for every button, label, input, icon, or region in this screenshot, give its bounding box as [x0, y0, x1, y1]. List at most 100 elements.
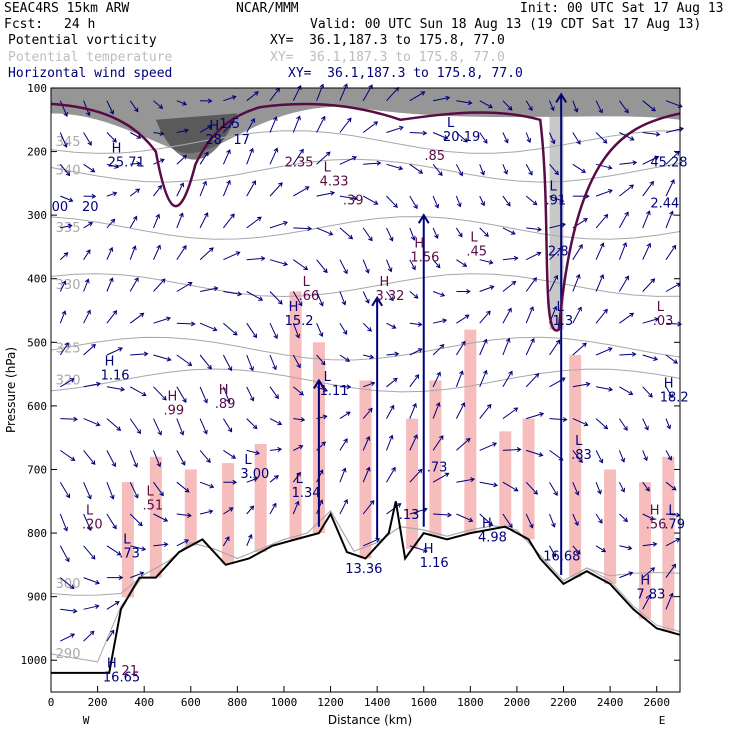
wind-vector-194	[339, 354, 351, 362]
wind-vector-11	[60, 449, 76, 461]
wind-vector-322	[549, 339, 561, 356]
extremum-marker-35: H	[664, 377, 674, 392]
extremum-value-41: 45.28	[650, 155, 687, 170]
wind-vector-221	[386, 291, 394, 302]
wind-vector-100	[200, 98, 213, 104]
wind-vector-329	[572, 100, 579, 113]
wind-vector-222	[386, 322, 397, 329]
extremum-value-6: 2.35	[285, 155, 314, 170]
wind-vector-40	[106, 218, 116, 229]
wind-vector-47	[106, 450, 116, 468]
wind-vector-61	[129, 312, 145, 324]
wind-vector-112	[199, 481, 215, 489]
extremum-value-23: .20	[82, 518, 103, 533]
wind-vector-398	[665, 282, 681, 292]
wind-vector-71	[153, 131, 165, 136]
tropopause-fold-shading	[549, 94, 564, 330]
wind-vector-153	[269, 386, 279, 400]
wind-vector-225	[386, 404, 395, 419]
wind-vector-373	[619, 545, 633, 551]
wind-vector-2	[59, 163, 71, 177]
extremum-value-31: .83	[571, 448, 592, 463]
extremum-value-10: .85	[424, 149, 445, 164]
theta-contour-330	[50, 273, 681, 298]
wind-vector-15	[59, 577, 75, 590]
wind-vector-403	[665, 450, 672, 461]
pv-shading-layer	[51, 88, 680, 632]
wind-vector-366	[619, 312, 635, 324]
wind-vector-190	[339, 227, 354, 240]
wind-vector-123	[222, 386, 231, 404]
extremum-value-9: 20.19	[443, 130, 480, 145]
wind-vector-397	[665, 244, 677, 260]
wind-vector-291	[502, 255, 519, 261]
field-name-theta: Potential temperature	[8, 50, 173, 65]
wind-vector-376	[642, 131, 661, 137]
wind-vector-338	[572, 381, 591, 388]
wind-vector-267	[455, 370, 464, 387]
wind-vector-152	[269, 354, 277, 371]
wind-vector-368	[619, 386, 634, 395]
wind-vector-57	[129, 188, 141, 197]
wind-vector-13	[59, 513, 68, 532]
wind-vector-169	[293, 445, 304, 451]
wind-vector-391	[642, 594, 652, 610]
theta-contour-325	[50, 336, 681, 361]
wind-vector-305	[525, 251, 542, 261]
wind-vector-374	[619, 571, 634, 579]
y-tick-label-6: 700	[27, 463, 47, 476]
extremum-value-30: 16.68	[543, 549, 580, 564]
forecast-hours: 24 h	[64, 17, 96, 32]
wind-vector-400	[665, 354, 678, 364]
wind-vector-202	[363, 160, 382, 166]
wind-vector-277	[479, 259, 494, 265]
wind-vector-295	[502, 370, 513, 388]
wind-vector-377	[642, 155, 660, 165]
wind-vector-73	[153, 184, 163, 197]
wind-vector-42	[106, 277, 114, 292]
extremum-value-24: .73	[119, 546, 140, 561]
wind-vector-258	[456, 100, 473, 106]
wind-vector-14	[59, 545, 70, 563]
wind-vector-29	[83, 450, 96, 466]
wind-vector-155	[269, 447, 283, 452]
wind-vector-134	[246, 256, 266, 262]
wind-vector-335	[572, 273, 581, 292]
wind-vector-24	[83, 278, 90, 292]
wind-vector-84	[153, 542, 169, 547]
wind-vector-367	[619, 351, 637, 357]
wind-vector-125	[223, 449, 237, 459]
field-name-pv: Potential vorticity	[8, 33, 157, 48]
theta-label-345: 345	[56, 135, 81, 150]
extremum-marker-33: H	[650, 504, 660, 519]
wind-vector-38	[106, 163, 120, 169]
wind-vector-130	[246, 117, 255, 133]
wind-vector-44	[106, 347, 123, 356]
wind-vector-280	[479, 338, 488, 356]
wind-vector-342	[572, 513, 579, 527]
wind-vector-211	[362, 435, 371, 451]
extremum-value-15: 15.2	[285, 314, 314, 329]
wind-vector-138	[246, 386, 255, 402]
wind-vector-212	[362, 466, 371, 483]
extremum-marker-0: H	[112, 141, 122, 156]
extremum-value-43: 21	[122, 664, 139, 679]
pv-low-shading-9	[429, 380, 442, 537]
y-tick-label-1: 200	[27, 146, 47, 159]
wind-vector-7	[59, 310, 67, 324]
x-axis-title: Distance (km)	[328, 713, 412, 727]
x-tick-label-2: 400	[134, 696, 154, 709]
wind-vector-349	[595, 242, 605, 260]
wind-vector-230	[409, 130, 428, 136]
wind-vector-23	[83, 249, 91, 260]
wind-vector-356	[595, 482, 602, 495]
wind-vector-404	[665, 481, 677, 491]
extremum-value-13: 3.32	[375, 289, 404, 304]
wind-vector-399	[665, 321, 683, 327]
wind-vector-91	[176, 282, 193, 292]
extremum-value-5: 17	[233, 133, 250, 148]
wind-vector-107	[199, 322, 218, 332]
wind-vector-347	[595, 189, 613, 197]
wind-vector-218	[386, 195, 398, 208]
